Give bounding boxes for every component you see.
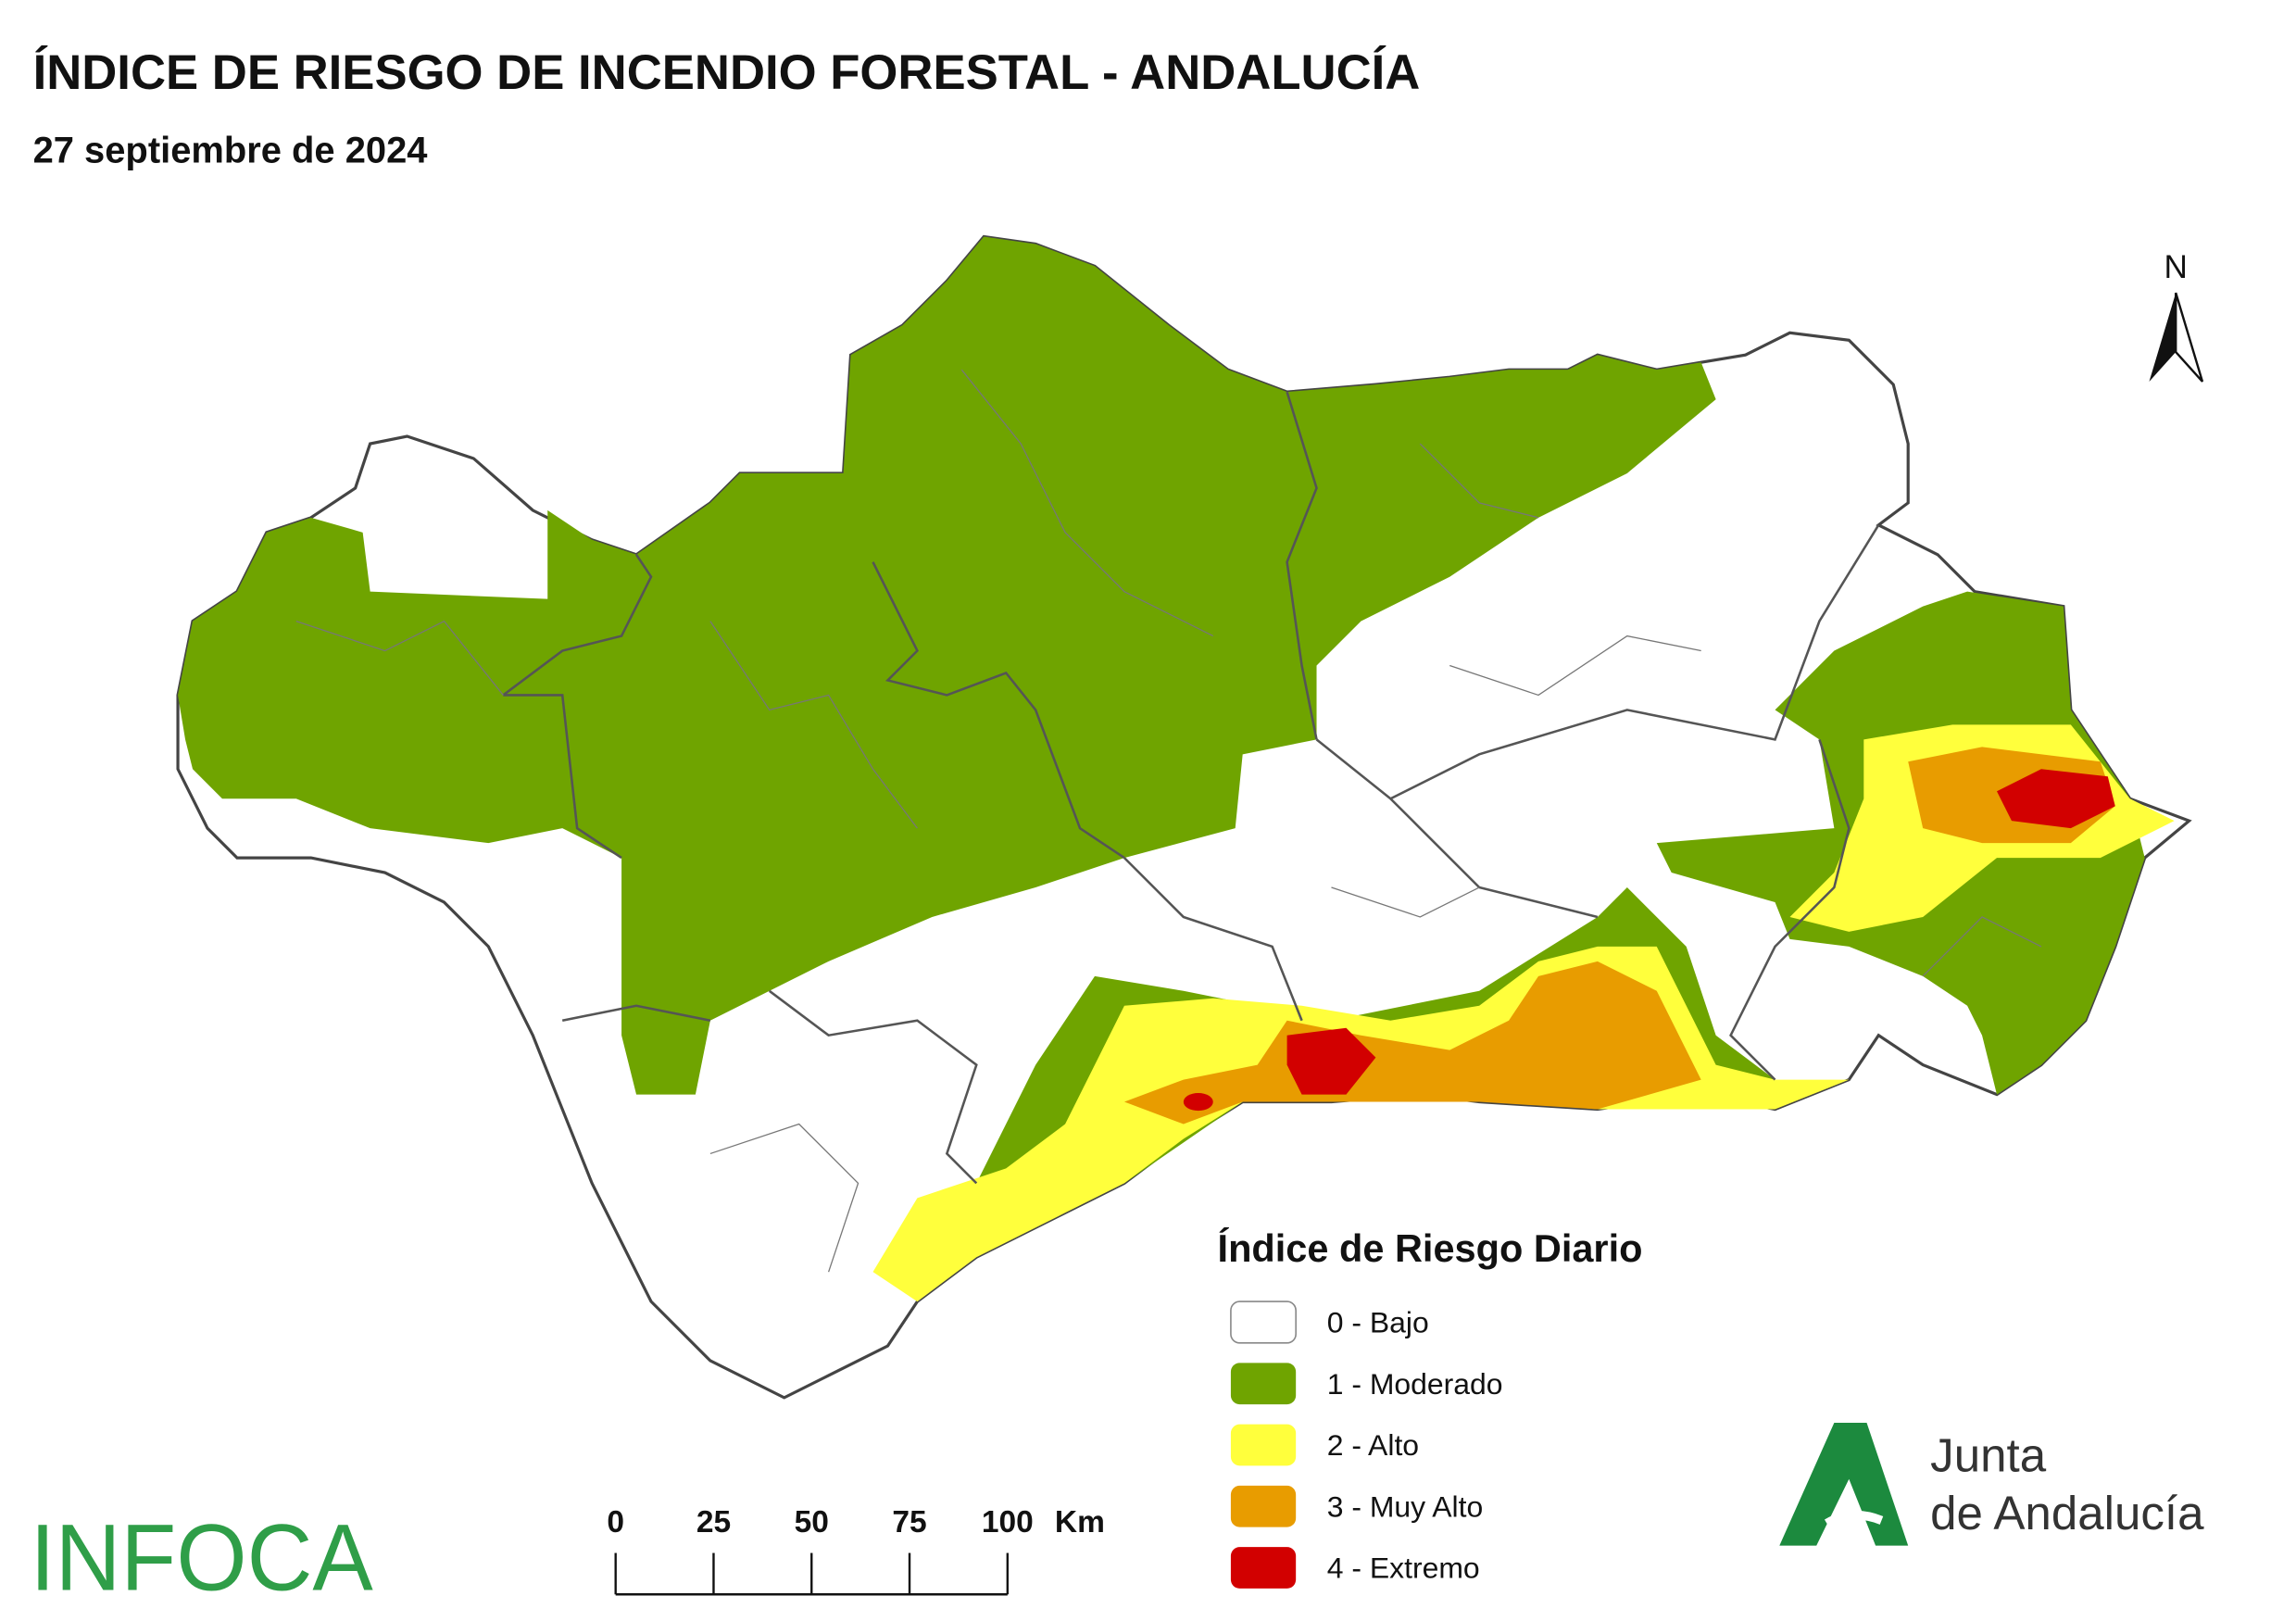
junta-line1: Junta [1930,1429,2047,1482]
zone-extreme-east [1997,769,2115,829]
legend-label: 4 - Extremo [1327,1552,1480,1585]
legend-label: 2 - Alto [1327,1428,1419,1462]
junta-mark-stroke [1824,1511,1884,1527]
scale-label: 50 [795,1505,829,1539]
scale-label: 25 [696,1505,731,1539]
junta-mark [1779,1423,1909,1546]
municipal-boundaries [295,369,2042,1273]
legend-swatch [1230,1301,1297,1344]
scale-label: 0 [607,1505,624,1539]
region-map [176,234,2192,1400]
legend-swatch [1230,1424,1297,1466]
scale-bar: 0 25 50 75 100 Km [607,1505,1105,1596]
legend-swatch [1230,1363,1297,1405]
zone-very-high-south [1123,961,1701,1125]
legend-title: Índice de Riesgo Diario [1218,1226,1643,1270]
legend-label: 1 - Moderado [1327,1367,1503,1401]
junta-logo: Junta de Andalucía [1779,1423,2204,1546]
scale-unit: Km [1055,1505,1105,1539]
zone-extreme-malaga [1286,1027,1376,1095]
zone-extreme-small [1183,1092,1213,1112]
north-arrow: N [2149,249,2204,383]
infoca-logo: INFOCA [30,1503,372,1610]
title: ÍNDICE DE RIESGO DE INCENDIO FORESTAL - … [33,45,1421,100]
junta-line2: de Andalucía [1930,1487,2204,1539]
zone-moderate-north [178,236,1716,1095]
legend: Índice de Riesgo Diario 0 - Bajo 1 - Mode… [1218,1226,1643,1589]
legend-swatch [1230,1547,1297,1589]
scale-label: 100 [982,1505,1034,1539]
scale-label: 75 [892,1505,926,1539]
legend-label: 0 - Bajo [1327,1306,1429,1339]
north-arrow-right [2175,292,2204,383]
legend-label: 3 - Muy Alto [1327,1489,1484,1523]
subtitle: 27 septiembre de 2024 [33,131,428,171]
province-boundaries [502,391,1880,1185]
north-arrow-left [2149,293,2177,382]
legend-swatch [1230,1485,1297,1527]
north-label: N [2164,249,2188,285]
